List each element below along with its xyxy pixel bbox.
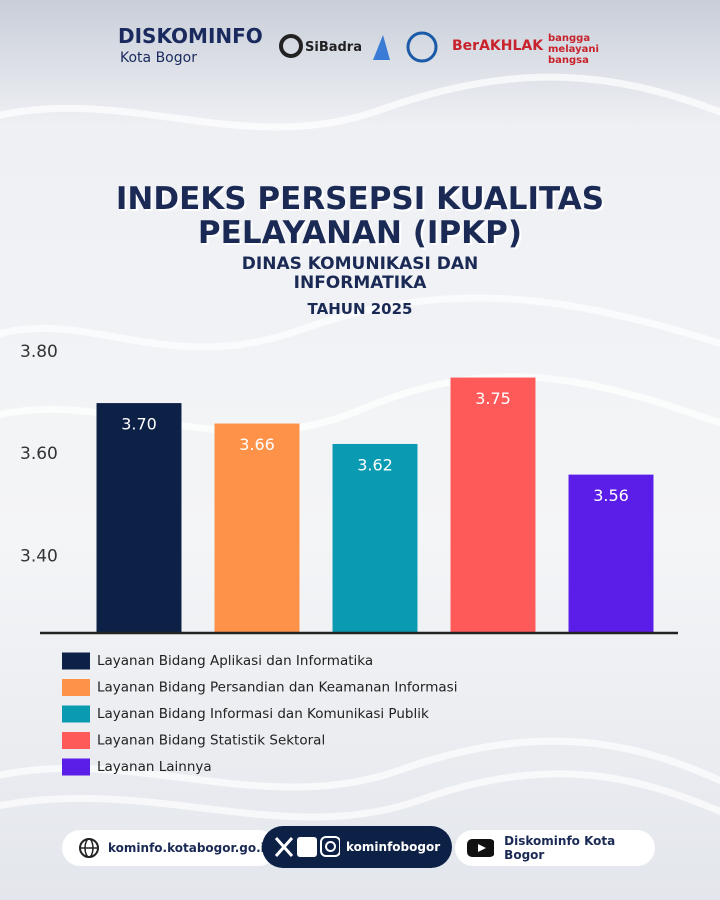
value-label: 3.70 [121, 415, 157, 434]
legend-swatch [62, 679, 90, 696]
chart-caption: TAHUN 2025 [307, 300, 413, 318]
bar [568, 474, 654, 633]
bar [450, 377, 536, 633]
logo: bangga melayani bangsa [548, 33, 599, 66]
y-tick-label: 3.80 [20, 342, 58, 362]
chart-title: INDEKS PERSEPSI KUALITAS PELAYANAN (IPKP… [115, 181, 605, 251]
logo-icon [279, 34, 303, 58]
legend-label: Layanan Bidang Aplikasi dan Informatika [97, 653, 373, 669]
value-label: 3.75 [475, 389, 511, 408]
legend-swatch [62, 705, 90, 723]
legend-swatch [62, 652, 90, 670]
logo-icons [373, 31, 438, 63]
logo: BerAKHLAK [452, 38, 544, 54]
youtube: Diskominfo Kota Bogor [504, 834, 616, 862]
legend-swatch [62, 758, 90, 776]
logo: SiBadra [305, 40, 362, 55]
footer-social: kominfobogor [262, 826, 452, 868]
globe-icon [79, 838, 99, 858]
footer-website: kominfo.kotabogor.go.id [62, 830, 277, 866]
bar [214, 423, 300, 633]
legend-label: Layanan Bidang Informasi dan Komunikasi … [97, 706, 429, 722]
legend-swatch [62, 732, 90, 749]
brand: DISKOMINFO [118, 24, 263, 48]
value-label: 3.66 [239, 435, 275, 454]
bar [96, 403, 182, 633]
city: Kota Bogor [120, 50, 197, 66]
value-label: 3.56 [593, 486, 629, 505]
legend-label: Layanan Lainnya [97, 759, 212, 775]
value-label: 3.62 [357, 455, 393, 474]
y-tick-label: 3.60 [20, 444, 58, 464]
legend-label: Layanan Bidang Persandian dan Keamanan I… [97, 680, 457, 696]
y-tick-label: 3.40 [20, 546, 58, 566]
website: kominfo.kotabogor.go.id [108, 841, 274, 855]
footer-youtube: Diskominfo Kota Bogor [455, 830, 655, 866]
social-icons [274, 836, 340, 857]
youtube-icon [467, 839, 495, 857]
legend-label: Layanan Bidang Statistik Sektoral [97, 733, 325, 749]
bar [332, 443, 418, 633]
social-handle: kominfobogor [346, 840, 441, 854]
chart-subtitle: DINAS KOMUNIKASI DAN INFORMATIKA [241, 254, 479, 293]
